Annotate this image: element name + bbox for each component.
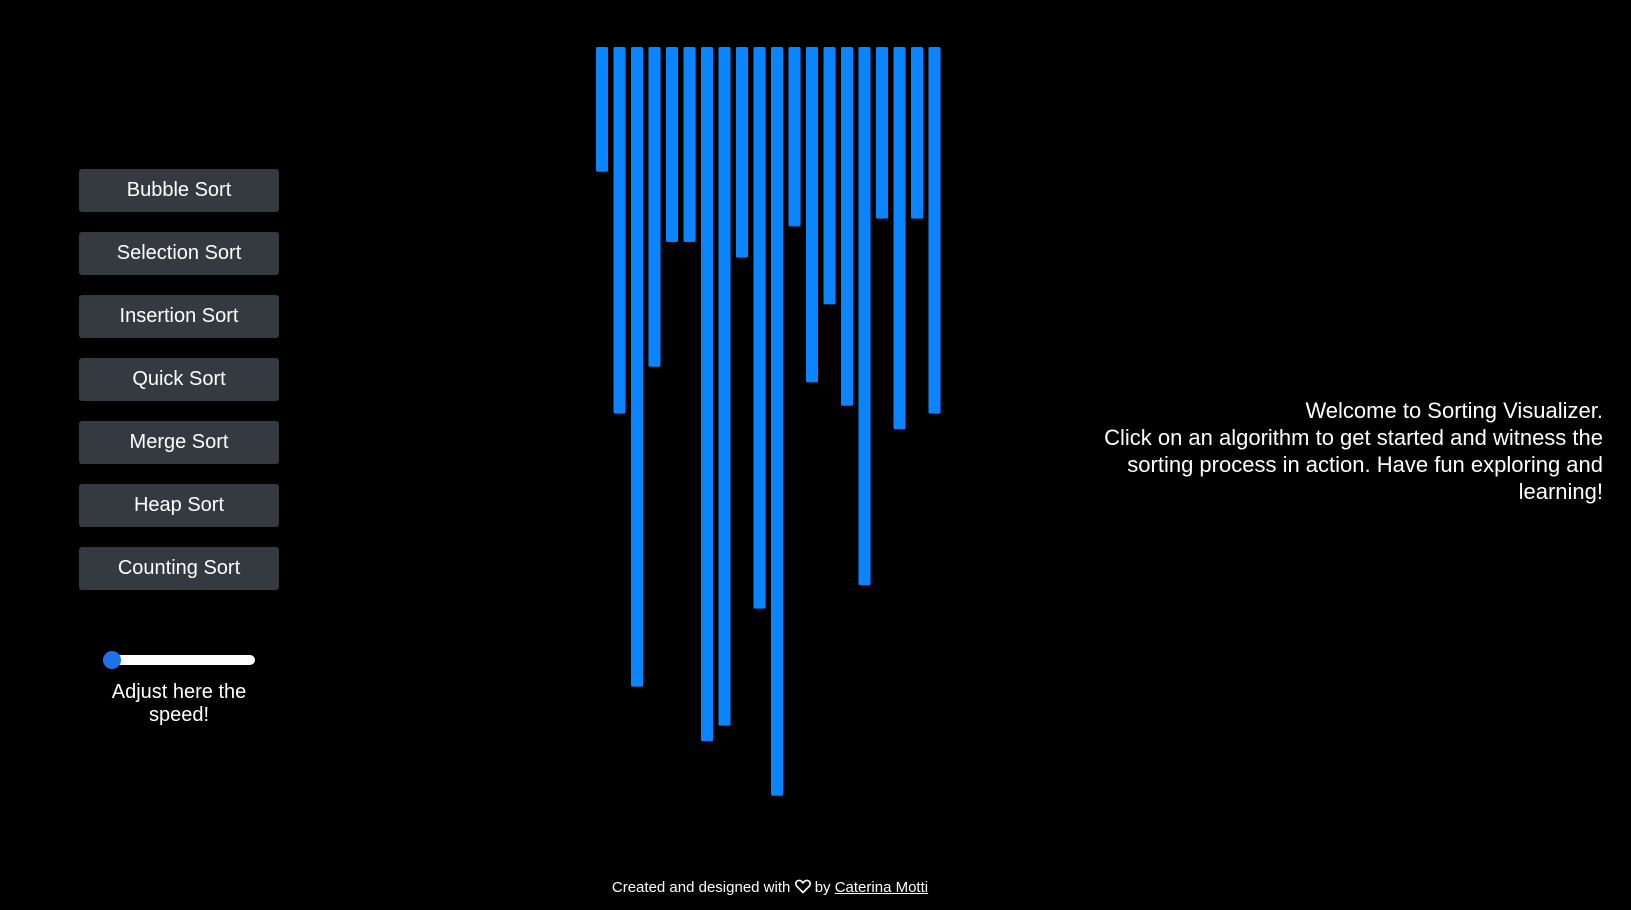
selection-sort-button[interactable]: Selection Sort [79, 232, 279, 275]
footer: Created and designed with by Caterina Mo… [0, 879, 1540, 898]
heart-icon [794, 879, 811, 898]
algorithm-menu: Bubble Sort Selection Sort Insertion Sor… [79, 169, 279, 610]
bar-0 [596, 47, 608, 172]
author-link[interactable]: Caterina Motti [834, 879, 929, 896]
insertion-sort-button[interactable]: Insertion Sort [79, 295, 279, 338]
counting-sort-button[interactable]: Counting Sort [79, 547, 279, 590]
bar-17 [893, 47, 906, 430]
bar-1 [613, 47, 626, 414]
speed-slider[interactable] [103, 651, 255, 669]
welcome-description: Click on an algorithm to get started and… [1104, 425, 1603, 504]
speed-control: Adjust here the speed! [79, 651, 279, 727]
bar-10 [771, 47, 783, 796]
bar-13 [823, 47, 836, 305]
bar-9 [753, 47, 766, 609]
bar-18 [911, 47, 923, 219]
heap-sort-button[interactable]: Heap Sort [79, 484, 279, 527]
bar-3 [648, 47, 661, 367]
bar-8 [736, 47, 748, 258]
bar-6 [701, 47, 713, 742]
merge-sort-button[interactable]: Merge Sort [79, 421, 279, 464]
welcome-title: Welcome to Sorting Visualizer. [1305, 398, 1603, 423]
speed-slider-thumb[interactable] [103, 651, 121, 669]
quick-sort-button[interactable]: Quick Sort [79, 358, 279, 401]
bar-11 [788, 47, 801, 227]
footer-by: by [814, 879, 831, 896]
speed-label: Adjust here the speed! [111, 681, 247, 726]
welcome-message: Welcome to Sorting Visualizer. Click on … [1083, 397, 1603, 505]
bar-16 [876, 47, 888, 219]
bar-19 [928, 47, 941, 414]
footer-prefix: Created and designed with [611, 879, 791, 896]
bar-7 [718, 47, 731, 726]
bar-15 [858, 47, 871, 586]
bar-5 [683, 47, 696, 242]
bar-14 [841, 47, 853, 406]
bar-12 [806, 47, 818, 383]
bar-2 [631, 47, 643, 687]
bar-4 [666, 47, 678, 242]
bubble-sort-button[interactable]: Bubble Sort [79, 169, 279, 212]
